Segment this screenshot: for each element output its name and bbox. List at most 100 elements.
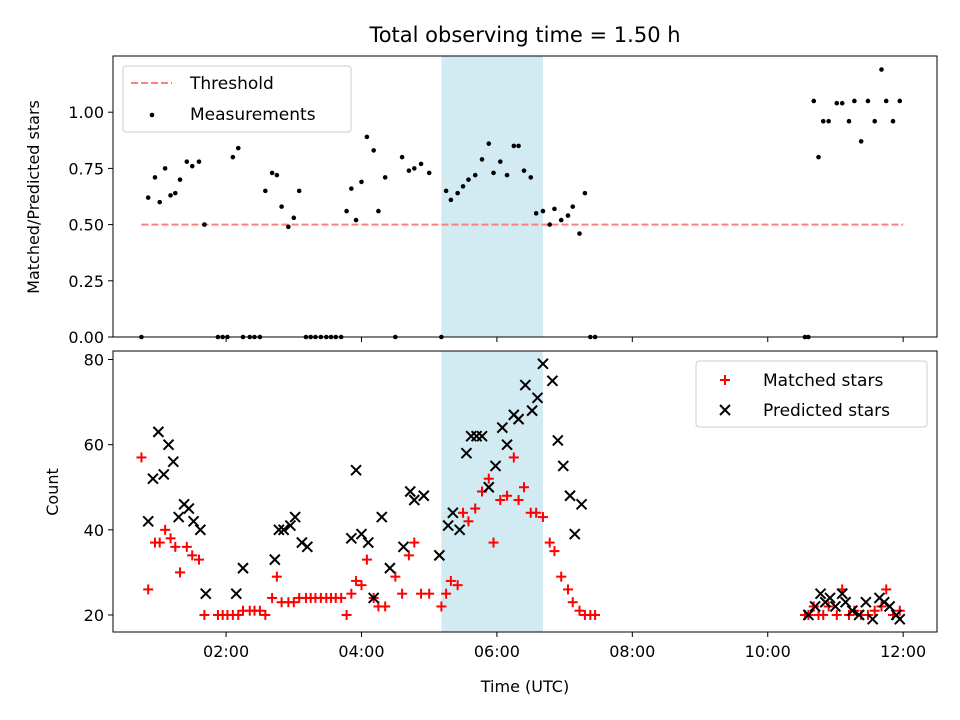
- predicted-star-point: [152, 426, 165, 438]
- x-tick-label: 08:00: [609, 642, 655, 661]
- measurement-point: [235, 145, 241, 151]
- matched-star-point: [170, 541, 181, 552]
- measurement-point: [291, 215, 297, 221]
- predicted-star-point: [162, 438, 175, 451]
- predicted-star-point: [187, 515, 200, 528]
- matched-star-point: [397, 588, 408, 599]
- matched-star-point: [346, 588, 357, 599]
- matched-star-point: [136, 452, 147, 463]
- predicted-star-point: [860, 596, 872, 608]
- matched-star-point: [513, 495, 524, 506]
- matched-star-point: [160, 524, 171, 535]
- measurement-point: [162, 166, 168, 171]
- observing-span-highlight: [441, 56, 543, 337]
- matched-star-point: [549, 546, 560, 557]
- predicted-star-point: [829, 600, 842, 613]
- predicted-star-point: [814, 587, 827, 600]
- matched-star-point: [199, 609, 210, 620]
- x-tick-label: 04:00: [338, 642, 384, 661]
- predicted-star-point: [526, 404, 538, 417]
- matched-star-point: [271, 571, 282, 582]
- matched-star-point: [483, 473, 494, 484]
- predicted-star-point: [501, 438, 513, 451]
- predicted-star-point: [142, 515, 154, 528]
- panel-ratio: 0.00 0.25 0.50 0.75 1.00 Total observing tim…: [24, 23, 938, 347]
- matched-star-point: [556, 571, 567, 582]
- measurement-point: [448, 197, 454, 203]
- predicted-star-point: [537, 358, 549, 370]
- predicted-star-point: [460, 447, 473, 459]
- measurement-point: [865, 98, 871, 104]
- measurement-point: [852, 98, 857, 104]
- measurement-point: [540, 208, 546, 214]
- predicted-star-point: [273, 524, 285, 536]
- measurement-point: [820, 118, 826, 124]
- predicted-star-point: [564, 490, 576, 502]
- measurement-point: [486, 141, 492, 146]
- matched-star-point: [458, 507, 469, 518]
- y-tick-label: 0.75: [68, 159, 104, 178]
- predicted-star-point: [483, 481, 495, 493]
- matched-star-point: [488, 537, 499, 548]
- measurement-point: [570, 204, 576, 209]
- legend-box: [122, 65, 352, 133]
- y-tick-label: 0.00: [68, 328, 104, 347]
- x-tick-label: 06:00: [474, 642, 520, 661]
- measurement-point: [196, 159, 202, 164]
- measurement-point: [145, 195, 151, 200]
- matched-star-point: [818, 609, 829, 620]
- predicted-star-point: [194, 524, 207, 536]
- measurement-point: [274, 172, 280, 178]
- measurement-point: [455, 190, 460, 196]
- legend-predicted-swatch: [719, 404, 731, 416]
- measurement-point: [811, 98, 817, 104]
- measurement-point: [426, 170, 432, 176]
- x-axis-label: Time (UTC): [480, 677, 569, 696]
- predicted-star-point: [883, 600, 896, 613]
- predicted-star-point: [418, 490, 430, 502]
- predicted-star-point: [569, 528, 581, 540]
- matched-star-point: [254, 605, 265, 616]
- predicted-star-point: [284, 519, 297, 532]
- measurement-point: [263, 188, 268, 194]
- matched-star-point: [351, 575, 362, 586]
- predicted-star-point: [447, 507, 459, 519]
- predicted-star-point: [269, 553, 281, 566]
- predicted-star-point: [147, 473, 159, 485]
- measurement-point: [376, 208, 381, 214]
- predicted-star-point: [289, 511, 301, 523]
- measurement-point: [839, 100, 845, 106]
- y-tick-label: 1.00: [68, 103, 104, 122]
- predicted-star-point: [496, 421, 509, 434]
- y-tick-label: 40: [84, 521, 104, 540]
- matched-star-point: [502, 490, 513, 501]
- matched-star-point: [508, 452, 519, 463]
- legend-threshold-label: Threshold: [189, 74, 274, 94]
- measurement-point: [858, 139, 864, 144]
- bottom-axes-frame: [112, 350, 938, 633]
- top-y-axis-label: Matched/Predicted stars: [24, 100, 43, 294]
- matched-star-point: [143, 584, 154, 595]
- top-legend: Threshold Measurements: [122, 65, 352, 133]
- measurement-point: [521, 168, 527, 173]
- legend-measurements-label: Measurements: [190, 105, 316, 125]
- measurement-point: [460, 184, 466, 189]
- predicted-star-point: [853, 609, 865, 621]
- measurement-point: [399, 154, 405, 160]
- measurement-point: [177, 177, 183, 182]
- measurement-point: [547, 222, 553, 227]
- legend-measurements-swatch: [149, 112, 155, 118]
- measurement-point: [511, 143, 517, 149]
- measurement-point: [286, 224, 291, 230]
- y-tick-label: 20: [84, 606, 104, 625]
- legend-box: [695, 360, 928, 428]
- matched-star-point: [470, 503, 481, 514]
- matched-star-point: [590, 609, 601, 620]
- matched-star-point: [409, 537, 420, 548]
- measurement-point: [826, 118, 831, 124]
- measurement-point: [816, 154, 821, 160]
- matched-star-point: [336, 592, 347, 603]
- matched-star-point: [518, 482, 529, 493]
